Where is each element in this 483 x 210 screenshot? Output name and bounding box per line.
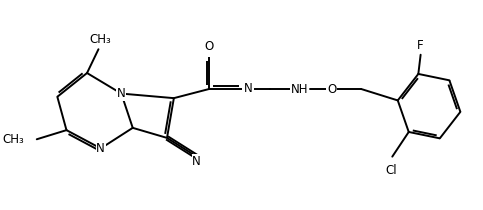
Text: N: N	[192, 155, 201, 168]
Text: NH: NH	[291, 83, 308, 96]
Text: CH₃: CH₃	[2, 133, 24, 146]
Text: N: N	[244, 82, 253, 94]
Text: CH₃: CH₃	[90, 33, 112, 46]
Text: O: O	[327, 83, 336, 96]
Text: Cl: Cl	[385, 164, 397, 177]
Text: F: F	[417, 39, 424, 52]
Text: N: N	[117, 87, 126, 100]
Text: N: N	[97, 142, 105, 155]
Text: O: O	[204, 41, 213, 54]
